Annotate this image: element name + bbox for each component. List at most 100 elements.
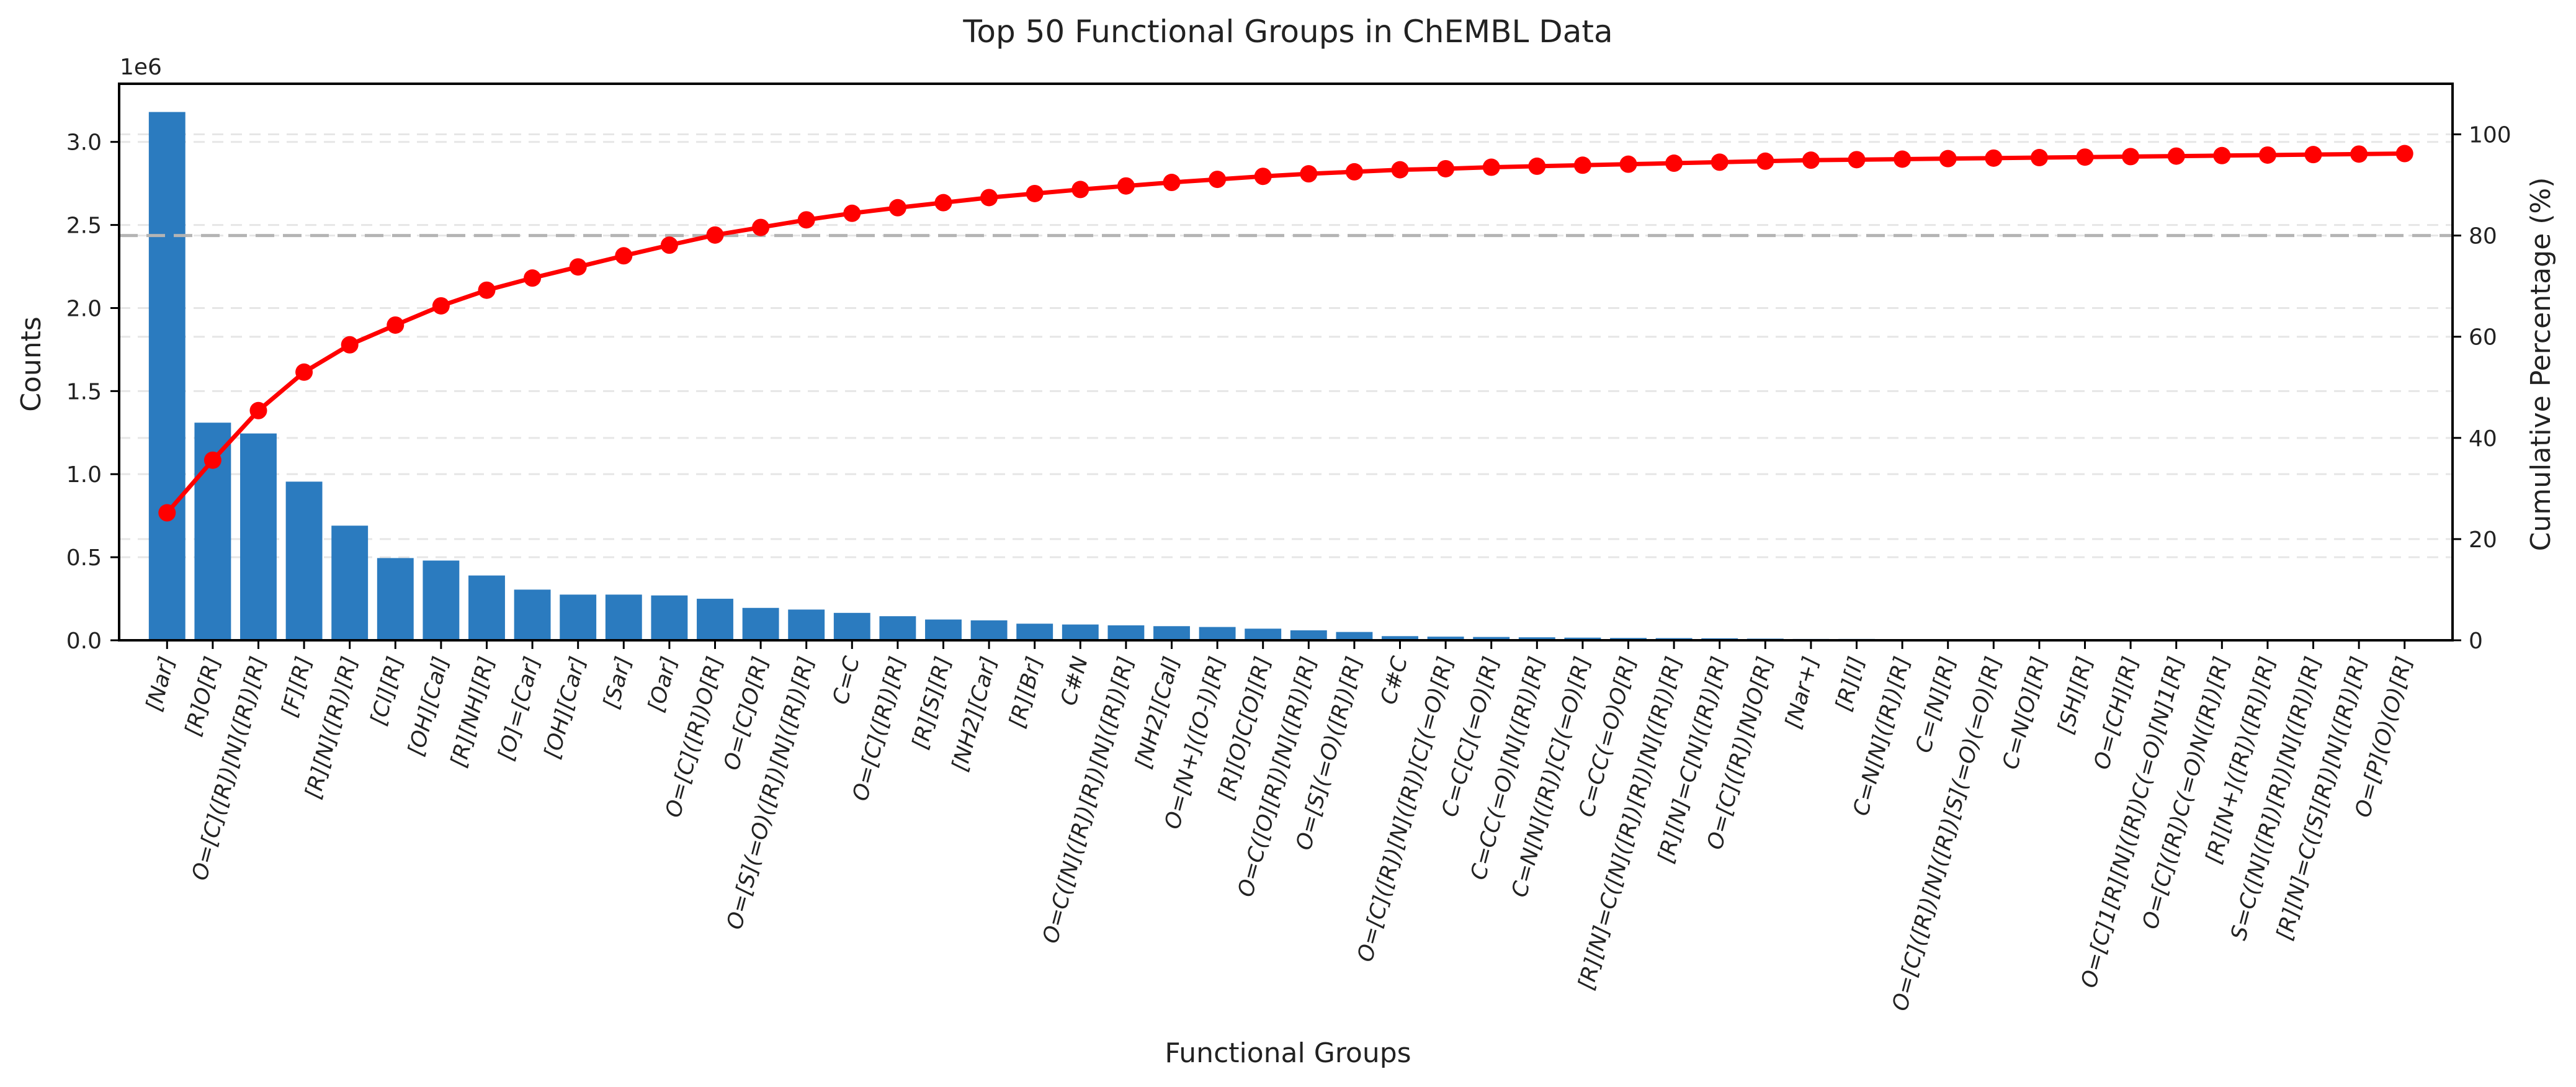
cumulative-point [843, 204, 861, 222]
y2-tick-label: 20 [2469, 527, 2497, 553]
x-tick-label: [Oar] [643, 654, 682, 715]
cumulative-point [2122, 148, 2140, 166]
bar [514, 589, 551, 640]
x-tick-label: [Sar] [599, 654, 637, 712]
y-tick-label: 0.0 [66, 628, 102, 654]
bar [970, 620, 1008, 640]
cumulative-point [797, 211, 815, 229]
cumulative-point [1163, 174, 1181, 192]
cumulative-line [158, 145, 2413, 522]
bar [1564, 637, 1601, 640]
bars [148, 112, 2423, 640]
bar [1427, 637, 1464, 640]
x-tick-label: [SH][R] [2054, 654, 2098, 736]
cumulative-point [295, 363, 313, 381]
cumulative-point [524, 269, 542, 287]
cumulative-point [1071, 181, 1089, 199]
bar [833, 612, 870, 640]
y2-tick-label: 100 [2469, 123, 2511, 148]
bar [925, 619, 962, 640]
y-tick-label: 0.5 [66, 545, 102, 571]
cumulative-point [1300, 165, 1318, 183]
bar [1382, 636, 1418, 640]
x-tick-label: [R][I] [1831, 654, 1869, 714]
cumulative-point [2304, 146, 2322, 164]
bar [651, 595, 688, 640]
y-tick-label: 1.0 [66, 462, 102, 488]
bar [240, 433, 277, 640]
y-axis-right: 0 20 40 60 80 100 [2453, 123, 2511, 654]
cumulative-point [2258, 146, 2276, 164]
cumulative-point [1665, 154, 1683, 172]
bar [468, 575, 505, 640]
x-tick-label: O=[CH][R] [2090, 654, 2144, 772]
bar [1062, 624, 1099, 640]
cumulative-point [569, 258, 587, 276]
bar [1153, 626, 1190, 640]
x-tick-label: C#N [1057, 654, 1093, 709]
y-tick-label: 2.5 [66, 213, 102, 239]
cumulative-point [1345, 163, 1363, 181]
cumulative-point [1391, 161, 1409, 179]
bar [1016, 624, 1053, 640]
y-axis-left: 0.0 0.5 1.0 1.5 2.0 2.5 3.0 [66, 130, 119, 654]
bar [377, 558, 414, 640]
cumulative-point [387, 316, 405, 334]
x-tick-label: [OH][Cal] [403, 654, 454, 759]
bar [1199, 627, 1236, 640]
x-tick-label: [R]O[R] [181, 654, 225, 739]
cumulative-point [478, 281, 496, 299]
x-tick-label: O=[C]O[R] [720, 654, 774, 773]
cumulative-point [1254, 168, 1272, 186]
bar [560, 594, 597, 640]
x-tick-label: O=[S](=O)([R])[N]([R])[R] [722, 654, 819, 932]
cumulative-point [1528, 157, 1546, 175]
x-tick-label: C=N[O][R] [1998, 654, 2052, 772]
y2-tick-label: 0 [2469, 628, 2483, 654]
x-tick-label: [F][R] [277, 654, 316, 720]
x-tick-label: C=[N][R] [1912, 654, 1961, 756]
cumulative-point [888, 199, 906, 217]
cumulative-point [2030, 149, 2048, 167]
bar [1245, 628, 1282, 640]
cumulative-point [249, 401, 267, 419]
bar [1336, 632, 1373, 640]
x-axis-title: Functional Groups [1165, 1037, 1411, 1069]
x-tick-label: [Nar+] [1781, 654, 1823, 731]
bar [1107, 625, 1145, 640]
bar [285, 481, 323, 640]
y-tick-label: 3.0 [66, 130, 102, 156]
x-tick-label: [NH2][Car] [947, 654, 1002, 774]
cumulative-point [660, 236, 678, 254]
cumulative-point [980, 189, 998, 207]
y-offset-label: 1e6 [120, 55, 162, 80]
cumulative-point [2213, 146, 2231, 164]
x-tick-label: [Cl][R] [366, 654, 408, 728]
x-tick-label: C#C [1376, 653, 1413, 707]
cumulative-point [1894, 150, 1912, 168]
cumulative-point [1985, 149, 2003, 167]
y2-tick-label: 80 [2469, 224, 2497, 249]
cumulative-point [934, 194, 952, 212]
y-tick-label: 1.5 [66, 379, 102, 405]
cumulative-point [2395, 145, 2413, 163]
chart-title: Top 50 Functional Groups in ChEMBL Data [962, 14, 1612, 50]
y-tick-label: 2.0 [66, 296, 102, 321]
bar [423, 560, 460, 640]
y2-axis-title: Cumulative Percentage (%) [2525, 177, 2557, 552]
bar [605, 594, 642, 640]
bar [788, 609, 825, 640]
cumulative-point [1848, 151, 1866, 169]
x-tick-label: [NH2][Cal] [1131, 654, 1185, 771]
bar [1290, 630, 1327, 640]
cumulative-point [432, 297, 450, 315]
cumulative-series-line [165, 151, 2405, 514]
x-tick-label: [OH][Car] [540, 654, 591, 761]
x-tick-label: [R][NH][R] [446, 654, 499, 770]
x-tick-label: C=C [828, 653, 865, 707]
grid-lines [119, 133, 2453, 558]
x-tick-label: [R][Br] [1004, 654, 1047, 731]
cumulative-point [2076, 148, 2094, 166]
cumulative-point [1756, 152, 1774, 170]
